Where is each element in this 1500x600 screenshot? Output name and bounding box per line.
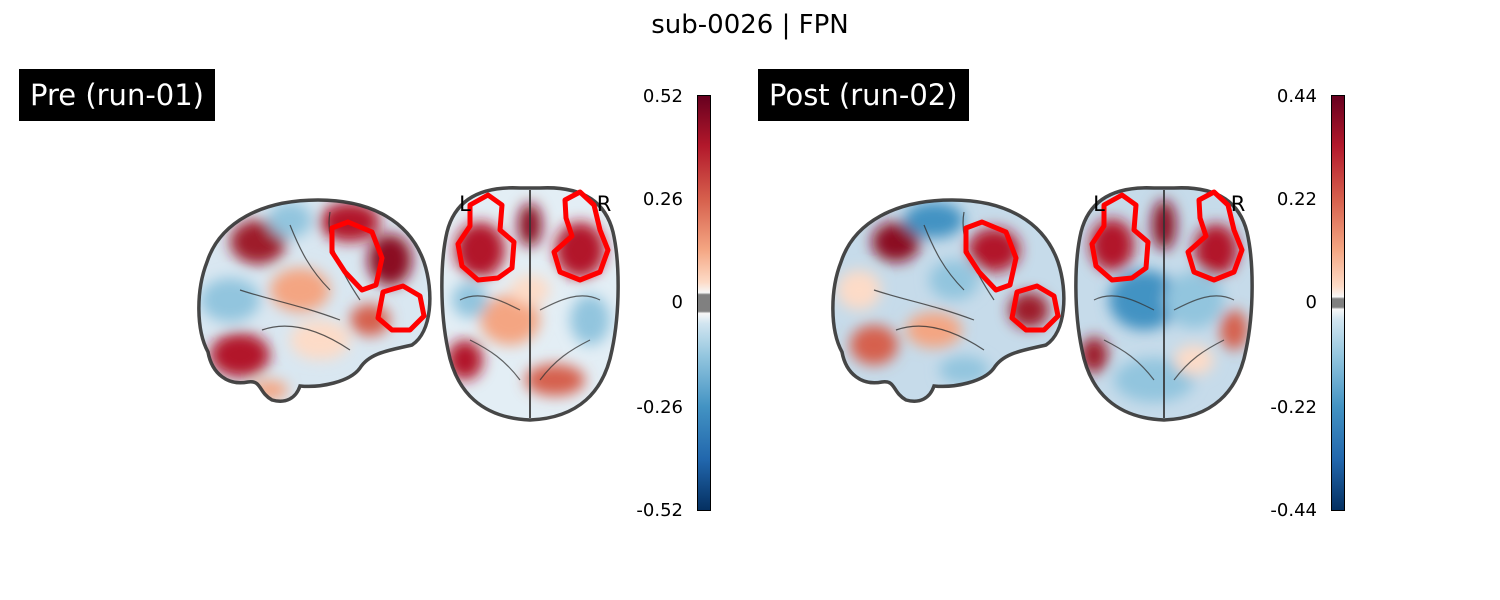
colorbar-tick: 0.22: [1276, 189, 1317, 210]
colorbar-tick: 0: [1305, 292, 1317, 313]
sagittal-outline: [831, 198, 1066, 403]
orientation-left-label: L: [1093, 192, 1105, 216]
roi-outline: [1185, 189, 1245, 283]
colorbar-tick: -0.52: [636, 500, 683, 521]
figure-title: sub-0026 | FPN: [651, 10, 849, 40]
colorbar-tick: -0.26: [636, 397, 683, 418]
colorbar-tick: 0.52: [642, 86, 683, 107]
colorbar-tick: -0.22: [1270, 397, 1317, 418]
post-panel: Post (run-02): [634, 0, 1384, 600]
panel-label: Post (run-02): [758, 69, 969, 121]
colorbar-tick: -0.44: [1270, 500, 1317, 521]
roi-outline: [329, 219, 385, 293]
colorbar-tick: 0.26: [642, 189, 683, 210]
roi-outline: [963, 219, 1019, 293]
orientation-right-label: R: [1231, 192, 1246, 216]
glass-brain-pre: L R: [197, 186, 620, 422]
colorbar-tick: 0: [671, 292, 683, 313]
orientation-left-label: L: [459, 192, 471, 216]
roi-outline: [455, 192, 517, 283]
roi-outline: [551, 189, 611, 283]
roi-outline: [375, 283, 427, 333]
axial-outline: [440, 186, 620, 422]
glass-brain-post: L R: [831, 186, 1254, 422]
roi-outline: [1009, 283, 1061, 333]
panel-label: Pre (run-01): [19, 69, 215, 121]
sagittal-view: [198, 200, 430, 402]
colorbar-tick: 0.44: [1276, 86, 1317, 107]
sagittal-outline: [197, 198, 432, 403]
colorbar: [697, 95, 711, 511]
roi-outline: [1089, 192, 1151, 283]
axial-outline: [1074, 186, 1254, 422]
colorbar: [1331, 95, 1345, 511]
sagittal-view: [832, 200, 1064, 402]
pre-panel: Pre (run-01): [19, 69, 711, 521]
orientation-right-label: R: [597, 192, 612, 216]
